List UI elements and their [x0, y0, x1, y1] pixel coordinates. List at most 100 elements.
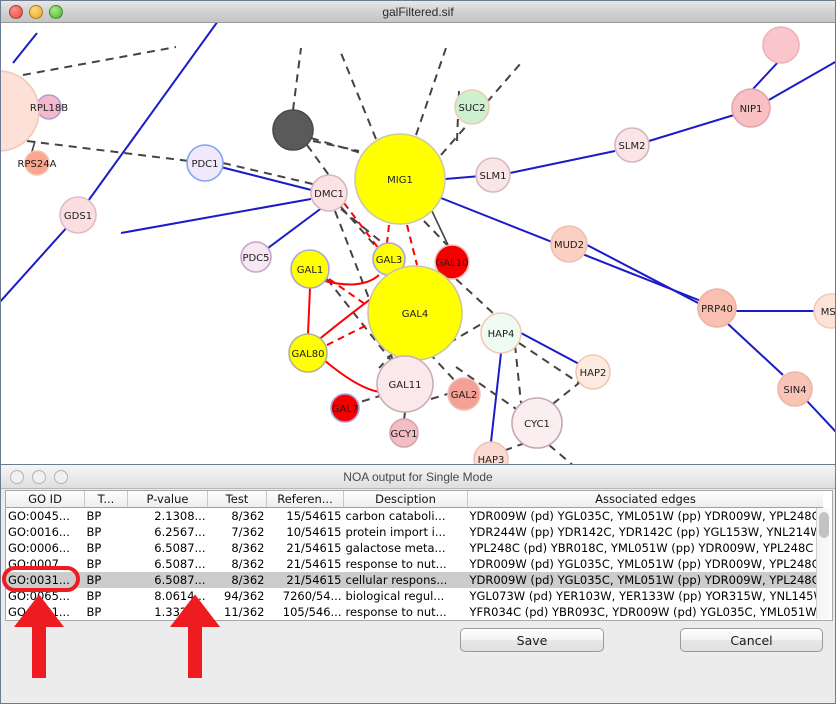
- network-node-prp40[interactable]: [697, 288, 737, 328]
- network-node-dmc1[interactable]: [310, 174, 348, 212]
- network-node-bigleft[interactable]: [1, 70, 40, 152]
- cancel-button[interactable]: Cancel: [680, 628, 823, 652]
- network-node-hap2[interactable]: [575, 354, 611, 390]
- column-header-associated-edges[interactable]: Associated edges: [467, 491, 823, 508]
- cell-associated-edges: YDR009W (pd) YGL035C, YML051W (pp) YDR00…: [469, 509, 824, 523]
- noa-results-table-container[interactable]: GO ID T... P-value Test Referen... Desci…: [5, 490, 833, 621]
- window-controls[interactable]: [9, 4, 63, 19]
- cell-reference: 7260/54...: [282, 589, 342, 603]
- table-row[interactable]: GO:0031...BP1.3324...11/362105/546...cel…: [6, 620, 823, 621]
- column-header-test[interactable]: Test: [207, 491, 267, 508]
- column-header-reference[interactable]: Referen...: [266, 491, 344, 508]
- column-header-p-value[interactable]: P-value: [127, 491, 208, 508]
- network-node-gal1[interactable]: [290, 249, 330, 289]
- cell-go-id: GO:0031...: [6, 572, 85, 588]
- network-node-gal11[interactable]: [376, 355, 434, 413]
- network-node-gds1[interactable]: [59, 196, 97, 234]
- network-canvas[interactable]: .pp { stroke:#1b1bc8; stroke-width:2; fi…: [1, 23, 835, 465]
- table-row[interactable]: GO:0031... BP 1.3324... 11/362 105/546... res…: [6, 604, 823, 620]
- network-nodes[interactable]: [1, 26, 835, 465]
- dialog-button-row: Save Cancel: [1, 628, 835, 658]
- cell-type: BP: [86, 525, 102, 539]
- network-node-gal2[interactable]: [447, 377, 481, 411]
- noa-results-table-body[interactable]: GO:0045... BP 2.1308... 8/362 15/54615 carbon…: [6, 508, 823, 621]
- column-header-type[interactable]: T...: [84, 491, 128, 508]
- column-header-go-id[interactable]: GO ID: [6, 491, 85, 508]
- network-node-suc2[interactable]: [454, 89, 490, 125]
- network-node-hap4[interactable]: [480, 312, 522, 354]
- cell-go-id: GO:0031...: [8, 605, 70, 619]
- noa-output-dialog: NOA output for Single Mode GO ID T... P-…: [0, 464, 836, 704]
- network-node-msl[interactable]: [813, 293, 835, 329]
- cell-reference: 10/54615: [286, 525, 342, 539]
- network-node-gal7[interactable]: [330, 393, 360, 423]
- cell-p-value: 1.3324...: [128, 620, 208, 621]
- table-vertical-scrollbar[interactable]: [816, 508, 831, 619]
- network-node-rpl18b[interactable]: [36, 94, 62, 120]
- cell-test: 94/362: [224, 589, 265, 603]
- table-row[interactable]: GO:0065... BP 8.0614... 94/362 7260/54... bio…: [6, 588, 823, 604]
- network-node-mig1[interactable]: [354, 133, 446, 225]
- dialog-titlebar: NOA output for Single Mode: [1, 465, 835, 489]
- network-node-gal80[interactable]: [288, 333, 328, 373]
- cell-type: BP: [85, 620, 128, 621]
- cell-associated-edges: YGL073W (pd) YER103W, YER133W (pp) YOR31…: [469, 589, 824, 603]
- cell-reference: 105/546...: [282, 605, 342, 619]
- cell-test: 8/362: [231, 509, 265, 523]
- table-row[interactable]: GO:0006... BP 6.5087... 8/362 21/54615 galact…: [6, 540, 823, 556]
- network-node-nip1[interactable]: [731, 88, 771, 128]
- cell-p-value: 8.0614...: [154, 589, 206, 603]
- cell-type: BP: [84, 572, 128, 588]
- network-node-rps24a[interactable]: [24, 150, 50, 176]
- network-node-gal10[interactable]: [434, 244, 470, 280]
- network-node-slm1[interactable]: [475, 157, 511, 193]
- table-row[interactable]: GO:0031... BP 6.5087... 8/362 21/54615 cellul…: [6, 572, 823, 588]
- network-node-mud2[interactable]: [550, 225, 588, 263]
- cell-p-value: 1.3324...: [154, 605, 206, 619]
- network-node-cyc1[interactable]: [511, 397, 563, 449]
- cell-p-value: 2.1308...: [154, 509, 206, 523]
- cell-description: response to nut...: [345, 605, 447, 619]
- table-scrollbar-thumb[interactable]: [819, 512, 829, 538]
- table-row[interactable]: GO:0016... BP 6.2567... 7/362 10/54615 protei…: [6, 524, 823, 540]
- network-node-gcy1[interactable]: [389, 418, 419, 448]
- network-node-pdc5[interactable]: [240, 241, 272, 273]
- network-node-topright[interactable]: [762, 26, 800, 64]
- cell-reference: 15/54615: [286, 509, 342, 523]
- dialog-window-controls[interactable]: [10, 469, 68, 484]
- network-node-dark[interactable]: [272, 109, 314, 151]
- cell-test: 8/362: [231, 557, 265, 571]
- cell-associated-edges: YDR009W (pd) YGL035C, YML051W (pp) YDR00…: [467, 572, 823, 588]
- table-row[interactable]: GO:0045... BP 2.1308... 8/362 15/54615 carbon…: [6, 508, 823, 525]
- network-graph[interactable]: .pp { stroke:#1b1bc8; stroke-width:2; fi…: [1, 23, 835, 465]
- network-node-hap3[interactable]: [473, 441, 509, 465]
- cell-go-id: GO:0031...: [6, 620, 85, 621]
- cell-associated-edges: YPL248C (pd) YBR018C, YML051W (pp) YDR00…: [469, 541, 824, 555]
- dialog-minimize-button-icon[interactable]: [32, 469, 46, 484]
- cell-go-id: GO:0007...: [8, 557, 70, 571]
- dialog-zoom-button-icon[interactable]: [54, 469, 68, 484]
- network-node-sin4[interactable]: [777, 371, 813, 407]
- zoom-button-icon[interactable]: [49, 4, 63, 19]
- dialog-close-button-icon[interactable]: [10, 469, 24, 484]
- noa-results-table[interactable]: GO ID T... P-value Test Referen... Desci…: [6, 491, 823, 621]
- cell-reference: 21/54615: [286, 541, 342, 555]
- table-row[interactable]: GO:0007... BP 6.5087... 8/362 21/54615 respon…: [6, 556, 823, 572]
- network-node-gal4[interactable]: [367, 265, 463, 361]
- minimize-button-icon[interactable]: [29, 4, 43, 19]
- cell-test: 11/362: [208, 620, 267, 621]
- cytoscape-network-window: galFiltered.sif .pp { stroke:#1b1bc8; st…: [0, 0, 836, 466]
- cell-type: BP: [86, 557, 102, 571]
- network-node-slm2[interactable]: [614, 127, 650, 163]
- cell-description: protein import i...: [345, 525, 446, 539]
- network-node-pdc1[interactable]: [186, 144, 224, 182]
- close-button-icon[interactable]: [9, 4, 23, 19]
- cell-reference: 105/546...: [267, 620, 344, 621]
- save-button[interactable]: Save: [460, 628, 604, 652]
- cell-go-id: GO:0006...: [8, 541, 70, 555]
- cell-type: BP: [86, 605, 102, 619]
- cell-type: BP: [86, 589, 102, 603]
- column-header-description[interactable]: Desciption: [343, 491, 468, 508]
- cell-p-value: 6.5087...: [154, 541, 206, 555]
